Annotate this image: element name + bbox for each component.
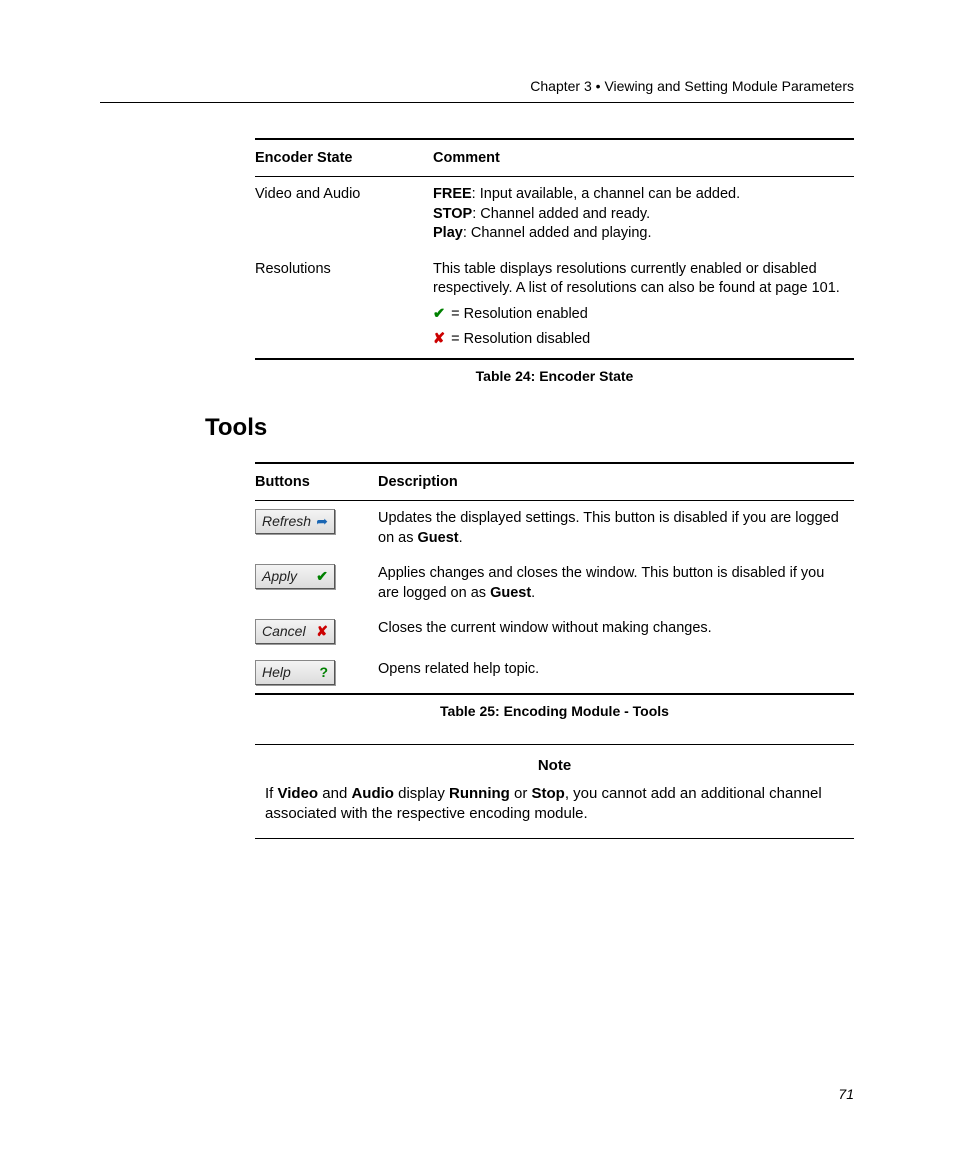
button-cell: Refresh ➦ — [255, 500, 378, 556]
button-cell: Cancel ✘ — [255, 611, 378, 652]
check-icon: ✔ — [316, 567, 328, 586]
table-row: Refresh ➦ Updates the displayed settings… — [255, 500, 854, 556]
encoder-state-cell: Video and Audio — [255, 177, 433, 252]
refresh-button[interactable]: Refresh ➦ — [255, 509, 335, 534]
encoder-comment-cell: FREE: Input available, a channel can be … — [433, 177, 854, 252]
cancel-button[interactable]: Cancel ✘ — [255, 619, 335, 644]
resolution-disabled-row: ✘ = Resolution disabled — [433, 330, 846, 350]
free-label: FREE — [433, 186, 472, 202]
question-icon: ? — [319, 663, 328, 682]
button-desc: Applies changes and closes the window. T… — [378, 556, 854, 611]
header-bullet: • — [596, 78, 601, 94]
cancel-label: Cancel — [262, 622, 306, 641]
table-row: Resolutions This table displays resoluti… — [255, 252, 854, 359]
encoder-col1-header: Encoder State — [255, 139, 433, 177]
desc-text: Applies changes and closes the window. T… — [378, 565, 824, 601]
resolution-disabled-text: = Resolution disabled — [451, 330, 590, 350]
x-icon: ✘ — [433, 330, 445, 350]
tools-table: Buttons Description Refresh ➦ Updates th… — [255, 462, 854, 695]
encoder-state-cell: Resolutions — [255, 252, 433, 359]
note-text: and — [318, 785, 351, 802]
x-icon: ✘ — [316, 622, 328, 641]
resolutions-desc: This table displays resolutions currentl… — [433, 261, 840, 297]
table-row: Help ? Opens related help topic. — [255, 652, 854, 694]
header-chapter: Chapter 3 — [530, 78, 591, 94]
play-text: : Channel added and playing. — [463, 225, 652, 241]
button-desc: Opens related help topic. — [378, 652, 854, 694]
page-number: 71 — [838, 1086, 854, 1102]
apply-button[interactable]: Apply ✔ — [255, 564, 335, 589]
note-bold: Running — [449, 785, 510, 802]
note-bold: Stop — [532, 785, 565, 802]
tools-heading: Tools — [205, 414, 854, 442]
desc-text: . — [459, 530, 463, 546]
note-bold: Audio — [351, 785, 394, 802]
note-text: or — [510, 785, 532, 802]
tools-table-caption: Table 25: Encoding Module - Tools — [255, 703, 854, 719]
stop-text: : Channel added and ready. — [472, 206, 650, 222]
stop-label: STOP — [433, 206, 472, 222]
note-bold: Video — [278, 785, 319, 802]
resolution-enabled-text: = Resolution enabled — [451, 305, 588, 325]
page-header: Chapter 3 • Viewing and Setting Module P… — [100, 78, 854, 103]
apply-label: Apply — [262, 567, 297, 586]
button-desc: Updates the displayed settings. This but… — [378, 500, 854, 556]
button-cell: Help ? — [255, 652, 378, 694]
play-label: Play — [433, 225, 463, 241]
button-cell: Apply ✔ — [255, 556, 378, 611]
encoder-table-caption: Table 24: Encoder State — [255, 368, 854, 384]
encoder-col2-header: Comment — [433, 139, 854, 177]
note-body: If Video and Audio display Running or St… — [255, 784, 854, 825]
content-area: Encoder State Comment Video and Audio FR… — [255, 138, 854, 839]
encoder-state-table: Encoder State Comment Video and Audio FR… — [255, 138, 854, 360]
note-text: If — [265, 785, 278, 802]
note-title: Note — [255, 757, 854, 774]
page: Chapter 3 • Viewing and Setting Module P… — [0, 0, 954, 1162]
table-row: Apply ✔ Applies changes and closes the w… — [255, 556, 854, 611]
desc-text: . — [531, 585, 535, 601]
button-desc: Closes the current window without making… — [378, 611, 854, 652]
encoder-comment-cell: This table displays resolutions currentl… — [433, 252, 854, 359]
note-text: display — [394, 785, 449, 802]
help-button[interactable]: Help ? — [255, 660, 335, 685]
note-block: Note If Video and Audio display Running … — [255, 744, 854, 840]
resolution-enabled-row: ✔ = Resolution enabled — [433, 305, 846, 325]
check-icon: ✔ — [433, 305, 445, 325]
desc-bold: Guest — [490, 585, 531, 601]
refresh-label: Refresh — [262, 512, 311, 531]
free-text: : Input available, a channel can be adde… — [472, 186, 740, 202]
desc-bold: Guest — [418, 530, 459, 546]
tools-col1-header: Buttons — [255, 463, 378, 501]
header-title: Viewing and Setting Module Parameters — [604, 78, 854, 94]
help-label: Help — [262, 663, 291, 682]
tools-col2-header: Description — [378, 463, 854, 501]
refresh-icon: ➦ — [316, 512, 328, 531]
table-row: Video and Audio FREE: Input available, a… — [255, 177, 854, 252]
table-row: Cancel ✘ Closes the current window witho… — [255, 611, 854, 652]
